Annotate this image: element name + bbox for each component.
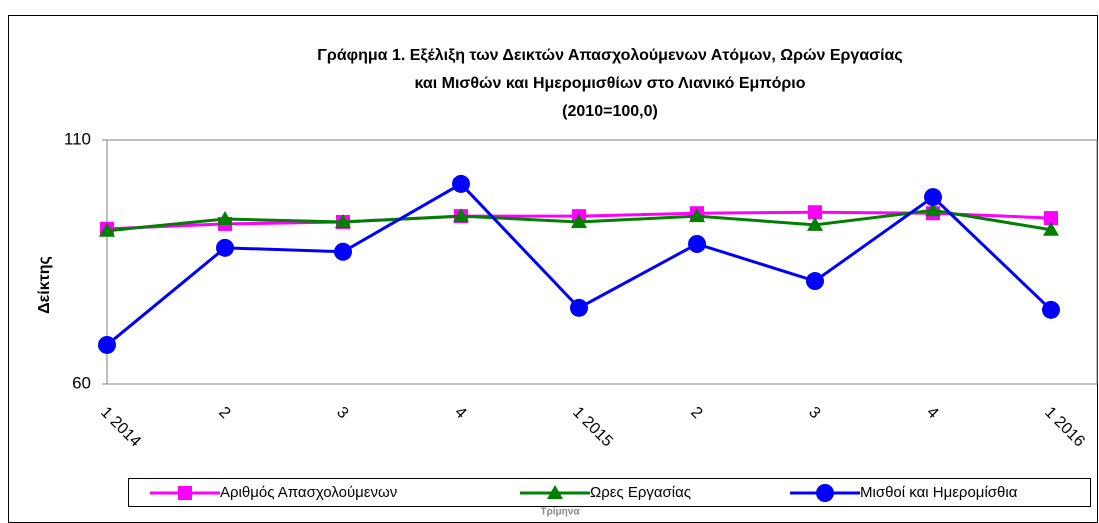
marker [98,335,116,354]
marker [808,205,822,220]
legend [128,478,1091,507]
marker [1042,300,1060,319]
marker [925,202,941,217]
marker [335,213,351,228]
marker [570,298,588,317]
marker [453,208,469,223]
marker [99,222,115,237]
marker [1043,221,1059,236]
marker [217,211,233,226]
chart-title: και Μισθών και Ημερομισθίων στο Λιανικό … [415,75,806,92]
marker [334,242,352,261]
legend-marker [816,484,834,502]
marker [924,188,942,207]
marker [807,216,823,231]
marker [216,238,234,257]
chart-title: (2010=100,0) [562,103,658,120]
plot-area [106,139,1098,385]
legend-marker [547,485,563,499]
legend-marker [178,486,192,500]
y-tick-label: 60 [72,373,91,392]
marker [1044,211,1058,226]
y-tick-label: 110 [64,129,91,148]
legend-label: Αριθμός Απασχολούμενων [220,484,397,501]
x-axis-title: Τρίμηνα [540,507,580,518]
marker [689,208,705,223]
marker [806,272,824,291]
legend-label: Μισθοί και Ημερομίσθια [860,484,1018,501]
y-axis-title: Δείκτης [36,256,53,314]
marker [571,213,587,228]
chart-title: Γράφημα 1. Εξέλιξη των Δεικτών Απασχολού… [317,47,902,64]
marker [452,174,470,193]
marker [688,234,706,253]
legend-label: Ωρες Εργασίας [590,484,691,501]
